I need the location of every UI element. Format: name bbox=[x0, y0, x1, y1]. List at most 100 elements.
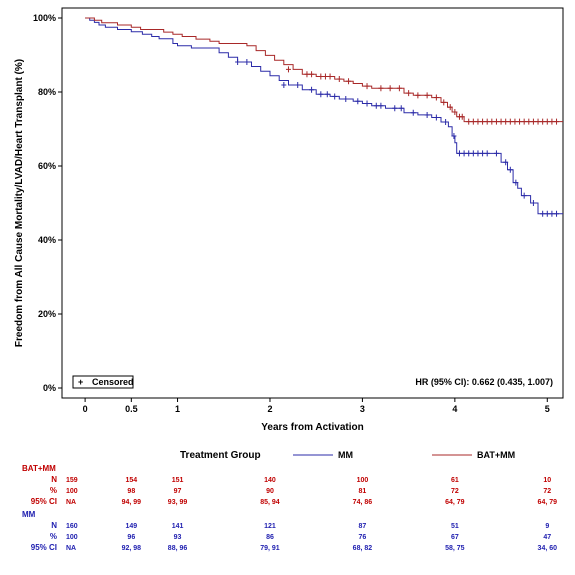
censor-mark bbox=[235, 59, 241, 66]
censor-mark bbox=[364, 100, 370, 107]
censor-mark bbox=[433, 94, 439, 101]
censor-mark bbox=[410, 109, 416, 116]
risk-cell: 51 bbox=[451, 523, 459, 530]
censor-mark bbox=[503, 159, 509, 166]
risk-cell: 96 bbox=[127, 534, 135, 541]
y-tick-label: 60% bbox=[38, 161, 56, 171]
risk-cell: 94, 99 bbox=[122, 499, 142, 506]
censor-mark bbox=[526, 118, 532, 125]
censor-mark bbox=[318, 91, 324, 98]
y-tick-label: 0% bbox=[43, 383, 56, 393]
censor-mark bbox=[336, 76, 342, 83]
censor-mark bbox=[489, 118, 495, 125]
censor-mark bbox=[484, 118, 490, 125]
censor-mark bbox=[309, 86, 315, 93]
censor-mark bbox=[433, 114, 439, 121]
risk-cell: 154 bbox=[125, 477, 137, 484]
censor-mark bbox=[452, 108, 458, 115]
censor-mark bbox=[355, 98, 361, 105]
risk-cell: 92, 98 bbox=[122, 545, 142, 552]
risk-cell: 68, 82 bbox=[353, 545, 373, 552]
censor-mark bbox=[493, 118, 499, 125]
x-tick-label: 0 bbox=[83, 404, 88, 414]
censor-mark bbox=[387, 85, 393, 92]
censor-mark bbox=[346, 78, 352, 85]
censor-mark bbox=[406, 90, 412, 97]
risk-cell: NA bbox=[66, 545, 76, 552]
risk-cell: 76 bbox=[359, 534, 367, 541]
risk-row-label: N bbox=[51, 475, 57, 484]
risk-cell: 64, 79 bbox=[538, 499, 558, 506]
risk-cell: 151 bbox=[172, 477, 184, 484]
censor-mark bbox=[392, 105, 398, 112]
y-tick-label: 80% bbox=[38, 87, 56, 97]
risk-group-label: BAT+MM bbox=[22, 464, 56, 473]
risk-cell: 90 bbox=[266, 488, 274, 495]
censor-mark bbox=[530, 200, 536, 206]
x-tick-label: 0.5 bbox=[125, 404, 138, 414]
risk-cell: 149 bbox=[125, 523, 137, 530]
censor-mark bbox=[373, 102, 379, 109]
risk-cell: 72 bbox=[543, 488, 551, 495]
censor-mark bbox=[424, 92, 430, 99]
censor-mark bbox=[475, 118, 481, 125]
censor-legend-symbol: + bbox=[78, 377, 83, 387]
risk-cell: 86 bbox=[266, 534, 274, 541]
risk-cell: 79, 91 bbox=[260, 545, 280, 552]
censor-mark bbox=[549, 210, 555, 217]
censor-mark bbox=[304, 71, 310, 78]
plot-frame bbox=[61, 7, 564, 399]
censor-mark bbox=[475, 150, 481, 157]
censor-mark bbox=[447, 104, 453, 111]
censor-mark bbox=[554, 210, 560, 217]
censor-mark bbox=[544, 210, 550, 217]
risk-cell: 100 bbox=[357, 477, 369, 484]
risk-cell: 93 bbox=[174, 534, 182, 541]
risk-cell: 81 bbox=[359, 488, 367, 495]
censor-mark bbox=[466, 118, 472, 125]
risk-cell: 97 bbox=[174, 488, 182, 495]
x-tick-label: 3 bbox=[360, 404, 365, 414]
censor-mark bbox=[498, 118, 504, 125]
risk-cell: 10 bbox=[543, 477, 551, 484]
risk-cell: 74, 86 bbox=[353, 499, 373, 506]
censor-mark bbox=[484, 150, 490, 157]
censor-mark bbox=[378, 85, 384, 92]
y-tick-label: 20% bbox=[38, 309, 56, 319]
censor-mark bbox=[549, 118, 555, 125]
risk-cell: 160 bbox=[66, 523, 78, 530]
censor-mark bbox=[480, 118, 486, 125]
censor-mark bbox=[285, 66, 291, 73]
censor-legend-box bbox=[72, 375, 134, 389]
risk-row-label: % bbox=[50, 486, 57, 495]
legend-label: BAT+MM bbox=[477, 450, 515, 460]
censor-mark bbox=[493, 150, 499, 157]
censor-mark bbox=[378, 102, 384, 109]
y-axis-title: Freedom from All Cause Mortality/LVAD/He… bbox=[14, 59, 25, 347]
risk-cell: 159 bbox=[66, 477, 78, 484]
risk-row-label: 95% CI bbox=[31, 543, 57, 552]
censor-mark bbox=[343, 96, 349, 103]
censor-mark bbox=[540, 118, 546, 125]
censor-mark bbox=[309, 71, 315, 78]
x-tick-label: 2 bbox=[267, 404, 272, 414]
x-axis-title: Years from Activation bbox=[261, 422, 363, 433]
censor-mark bbox=[424, 111, 430, 118]
censor-mark bbox=[503, 118, 509, 125]
censor-mark bbox=[461, 150, 467, 157]
legend-title: Treatment Group bbox=[180, 450, 261, 461]
risk-group-label: MM bbox=[22, 510, 36, 519]
censor-mark bbox=[295, 81, 301, 88]
risk-cell: 64, 79 bbox=[445, 499, 465, 506]
risk-cell: 72 bbox=[451, 488, 459, 495]
censor-mark bbox=[507, 166, 513, 173]
risk-cell: 88, 96 bbox=[168, 545, 188, 552]
censor-mark bbox=[517, 118, 523, 125]
risk-cell: 93, 99 bbox=[168, 499, 188, 506]
risk-cell: 100 bbox=[66, 534, 78, 541]
censor-mark bbox=[535, 118, 541, 125]
censor-mark bbox=[244, 59, 250, 66]
censor-mark bbox=[324, 91, 330, 98]
x-tick-label: 5 bbox=[545, 404, 550, 414]
